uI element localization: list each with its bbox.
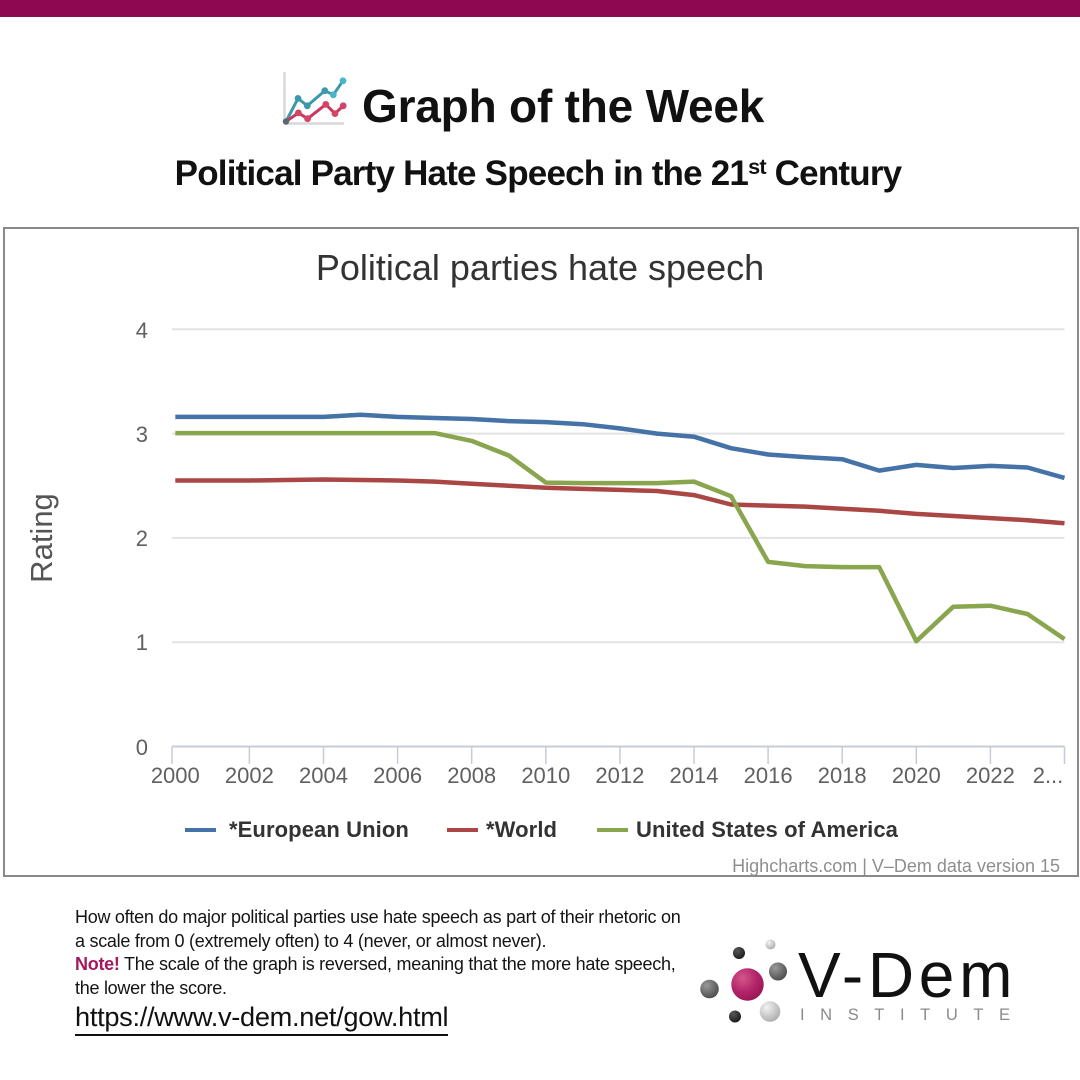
- svg-text:Rating: Rating: [24, 493, 59, 583]
- svg-text:United States of America: United States of America: [636, 817, 899, 842]
- svg-text:2006: 2006: [373, 763, 422, 788]
- svg-text:2...: 2...: [1033, 763, 1064, 788]
- svg-text:Highcharts.com | V–Dem data ve: Highcharts.com | V–Dem data version 15: [732, 856, 1060, 875]
- svg-text:2002: 2002: [225, 763, 274, 788]
- svg-text:INSTITUTE: INSTITUTE: [800, 1006, 1020, 1024]
- svg-text:2: 2: [136, 526, 148, 551]
- svg-text:V-Dem: V-Dem: [798, 939, 1017, 1011]
- svg-text:2022: 2022: [966, 763, 1015, 788]
- svg-text:2016: 2016: [744, 763, 793, 788]
- svg-text:2018: 2018: [818, 763, 867, 788]
- svg-text:*World: *World: [486, 817, 557, 842]
- svg-text:2020: 2020: [892, 763, 941, 788]
- svg-text:2000: 2000: [151, 763, 200, 788]
- svg-text:1: 1: [136, 630, 148, 655]
- svg-text:2008: 2008: [447, 763, 496, 788]
- svg-text:2004: 2004: [299, 763, 348, 788]
- svg-text:Political parties hate speech: Political parties hate speech: [316, 247, 764, 288]
- svg-text:2012: 2012: [595, 763, 644, 788]
- svg-text:0: 0: [136, 735, 148, 760]
- svg-text:4: 4: [136, 318, 148, 343]
- svg-text:3: 3: [136, 422, 148, 447]
- svg-text:*European Union: *European Union: [229, 817, 409, 842]
- svg-text:2014: 2014: [670, 763, 719, 788]
- svg-text:2010: 2010: [521, 763, 570, 788]
